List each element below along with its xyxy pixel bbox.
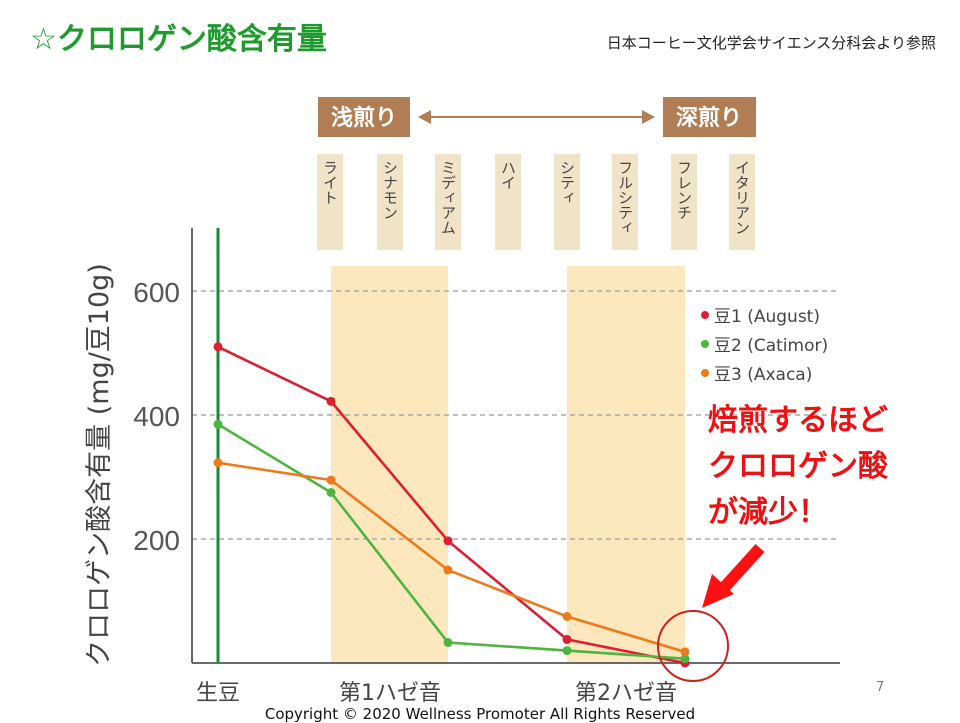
roast-level-box	[554, 154, 580, 250]
roast-arrow-right-head	[642, 110, 655, 124]
legend-marker	[701, 311, 709, 319]
page-number: 7	[876, 680, 885, 695]
callout-line-2: クロロゲン酸	[708, 449, 888, 484]
roast-level-label: シティ	[558, 160, 576, 205]
roast-level-label: ライト	[321, 160, 339, 205]
data-point	[562, 612, 572, 621]
legend-marker	[701, 369, 709, 377]
data-point	[562, 646, 572, 656]
roast-level-box	[729, 154, 755, 250]
callout-line-1: 焙煎するほど	[708, 403, 888, 438]
data-point	[443, 536, 453, 546]
roast-level-box	[377, 154, 403, 250]
x-category-label: 生豆	[196, 681, 240, 706]
roast-level-box	[317, 154, 343, 250]
data-point	[213, 458, 223, 468]
data-point	[562, 634, 572, 644]
pointer-arrow-head	[702, 574, 734, 608]
x-category-label: 第1ハゼ音	[339, 681, 441, 706]
band-second-crack	[567, 266, 685, 663]
data-point	[326, 488, 336, 497]
roast-light-label: 浅煎り	[331, 105, 397, 131]
legend-label: 豆2 (Catimor)	[714, 336, 828, 356]
data-point	[213, 342, 223, 352]
copyright: Copyright © 2020 Wellness Promoter All R…	[264, 705, 696, 723]
y-tick-label: 400	[133, 401, 180, 432]
roast-level-label: フレンチ	[675, 160, 693, 220]
slide-title: ☆クロロゲン酸含有量	[30, 22, 327, 57]
roast-level-label: シナモン	[381, 160, 399, 220]
data-point	[680, 654, 690, 664]
highlight-circle	[657, 610, 729, 682]
roast-light-box	[318, 97, 410, 137]
roast-level-label: イタリアン	[733, 160, 751, 235]
data-point	[213, 419, 223, 429]
y-tick-label: 600	[133, 277, 180, 308]
roast-level-label: ミディアム	[439, 160, 457, 235]
x-category-label: 第2ハゼ音	[575, 681, 677, 706]
legend-marker	[701, 340, 709, 348]
data-point	[326, 475, 336, 485]
band-first-crack	[331, 266, 448, 663]
data-point	[326, 396, 336, 406]
roast-level-box	[671, 154, 697, 250]
callout-text: 焙煎するほど クロロゲン酸 が減少！	[708, 398, 888, 536]
legend-label: 豆3 (Axaca)	[714, 365, 812, 385]
roast-level-box	[435, 154, 461, 250]
source-note: 日本コーヒー文化学会サイエンス分科会より参照	[606, 34, 936, 52]
roast-level-box	[612, 154, 638, 250]
y-axis-title: クロロゲン酸含有量 (mg/豆10g)	[84, 263, 115, 667]
roast-dark-box	[663, 97, 756, 137]
pointer-arrow-shaft	[717, 543, 765, 595]
data-point	[443, 638, 453, 648]
callout-line-3: が減少！	[708, 495, 828, 530]
roast-dark-label: 深煎り	[676, 105, 742, 131]
roast-level-label: フルシティ	[616, 160, 634, 235]
data-point	[680, 647, 690, 657]
y-tick-label: 200	[133, 525, 180, 556]
roast-arrow-left-head	[418, 110, 431, 124]
roast-level-box	[495, 154, 521, 250]
data-point	[443, 565, 453, 575]
roast-level-label: ハイ	[499, 160, 517, 190]
legend-label: 豆1 (August)	[714, 307, 820, 327]
